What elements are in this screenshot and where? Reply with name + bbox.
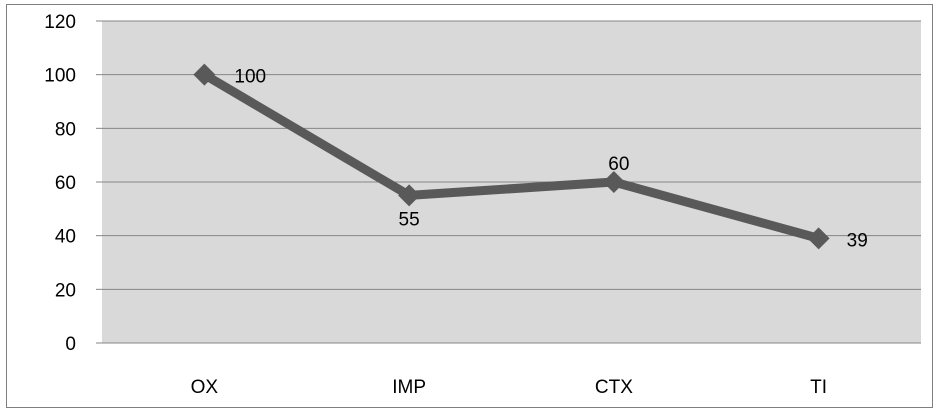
y-tick-label: 100 <box>44 66 76 87</box>
data-label: 60 <box>608 154 629 175</box>
y-tick-label: 120 <box>44 12 76 33</box>
data-label: 55 <box>399 209 420 230</box>
y-tick-label: 20 <box>55 280 76 301</box>
data-point-marker <box>807 227 830 250</box>
data-label: 100 <box>234 67 266 88</box>
x-tick-label: OX <box>191 377 219 398</box>
x-tick-label: TI <box>810 377 827 398</box>
x-tick-label: IMP <box>392 377 426 398</box>
y-axis-tick-labels: 0 20 40 60 80 100 120 <box>44 12 76 355</box>
data-labels: 100 55 60 39 <box>234 67 867 252</box>
data-point-marker <box>398 184 421 207</box>
y-tick-label: 80 <box>55 119 76 140</box>
data-label: 39 <box>847 230 868 251</box>
gridlines <box>96 20 921 344</box>
x-axis-tick-labels: OX IMP CTX TI <box>191 377 827 398</box>
y-tick-label: 40 <box>55 227 76 248</box>
series-line <box>202 70 820 243</box>
data-point-marker <box>193 63 216 86</box>
y-tick-label: 0 <box>65 334 76 355</box>
x-tick-label: CTX <box>595 377 633 398</box>
data-point-marker <box>602 171 625 193</box>
series-markers <box>193 63 830 250</box>
y-tick-label: 60 <box>55 173 76 194</box>
